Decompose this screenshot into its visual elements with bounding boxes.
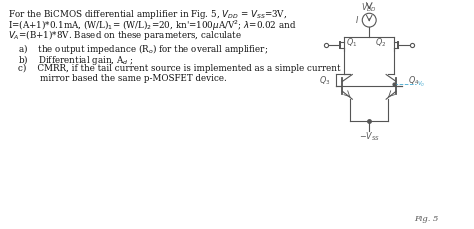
Text: $V_{DD}$: $V_{DD}$	[361, 1, 377, 14]
Text: $Q_2$: $Q_2$	[375, 37, 386, 49]
Text: $v_o$: $v_o$	[417, 80, 426, 89]
Text: I=(A+1)*0.1mA, (W/L)$_1$= (W/L)$_2$=20, kn'=100$\mu$A/V$^2$; $\lambda$=0.02 and: I=(A+1)*0.1mA, (W/L)$_1$= (W/L)$_2$=20, …	[9, 18, 297, 33]
Text: Fig. 5: Fig. 5	[414, 215, 439, 223]
Text: b)    Differential gain, A$_d$ ;: b) Differential gain, A$_d$ ;	[18, 53, 134, 67]
Text: $V_A$=(B+1)*8V. Based on these parameters, calculate: $V_A$=(B+1)*8V. Based on these parameter…	[9, 28, 243, 42]
Text: $Q_1$: $Q_1$	[346, 37, 358, 49]
Text: $-V_{SS}$: $-V_{SS}$	[359, 131, 380, 143]
Text: a)    the output impedance (R$_o$) for the overall amplifier;: a) the output impedance (R$_o$) for the …	[18, 42, 268, 56]
Text: $I$: $I$	[355, 14, 359, 25]
Text: $Q_3$: $Q_3$	[319, 74, 330, 87]
Text: For the BiCMOS differential amplifier in Fig. 5, $V_{DD}$ = $V_{SS}$=3V,: For the BiCMOS differential amplifier in…	[9, 8, 288, 21]
Text: mirror based the same p-MOSFET device.: mirror based the same p-MOSFET device.	[18, 74, 227, 82]
Text: c)    CMRR, if the tail current source is implemented as a simple current: c) CMRR, if the tail current source is i…	[18, 64, 341, 73]
Text: $Q_4$: $Q_4$	[408, 74, 419, 87]
